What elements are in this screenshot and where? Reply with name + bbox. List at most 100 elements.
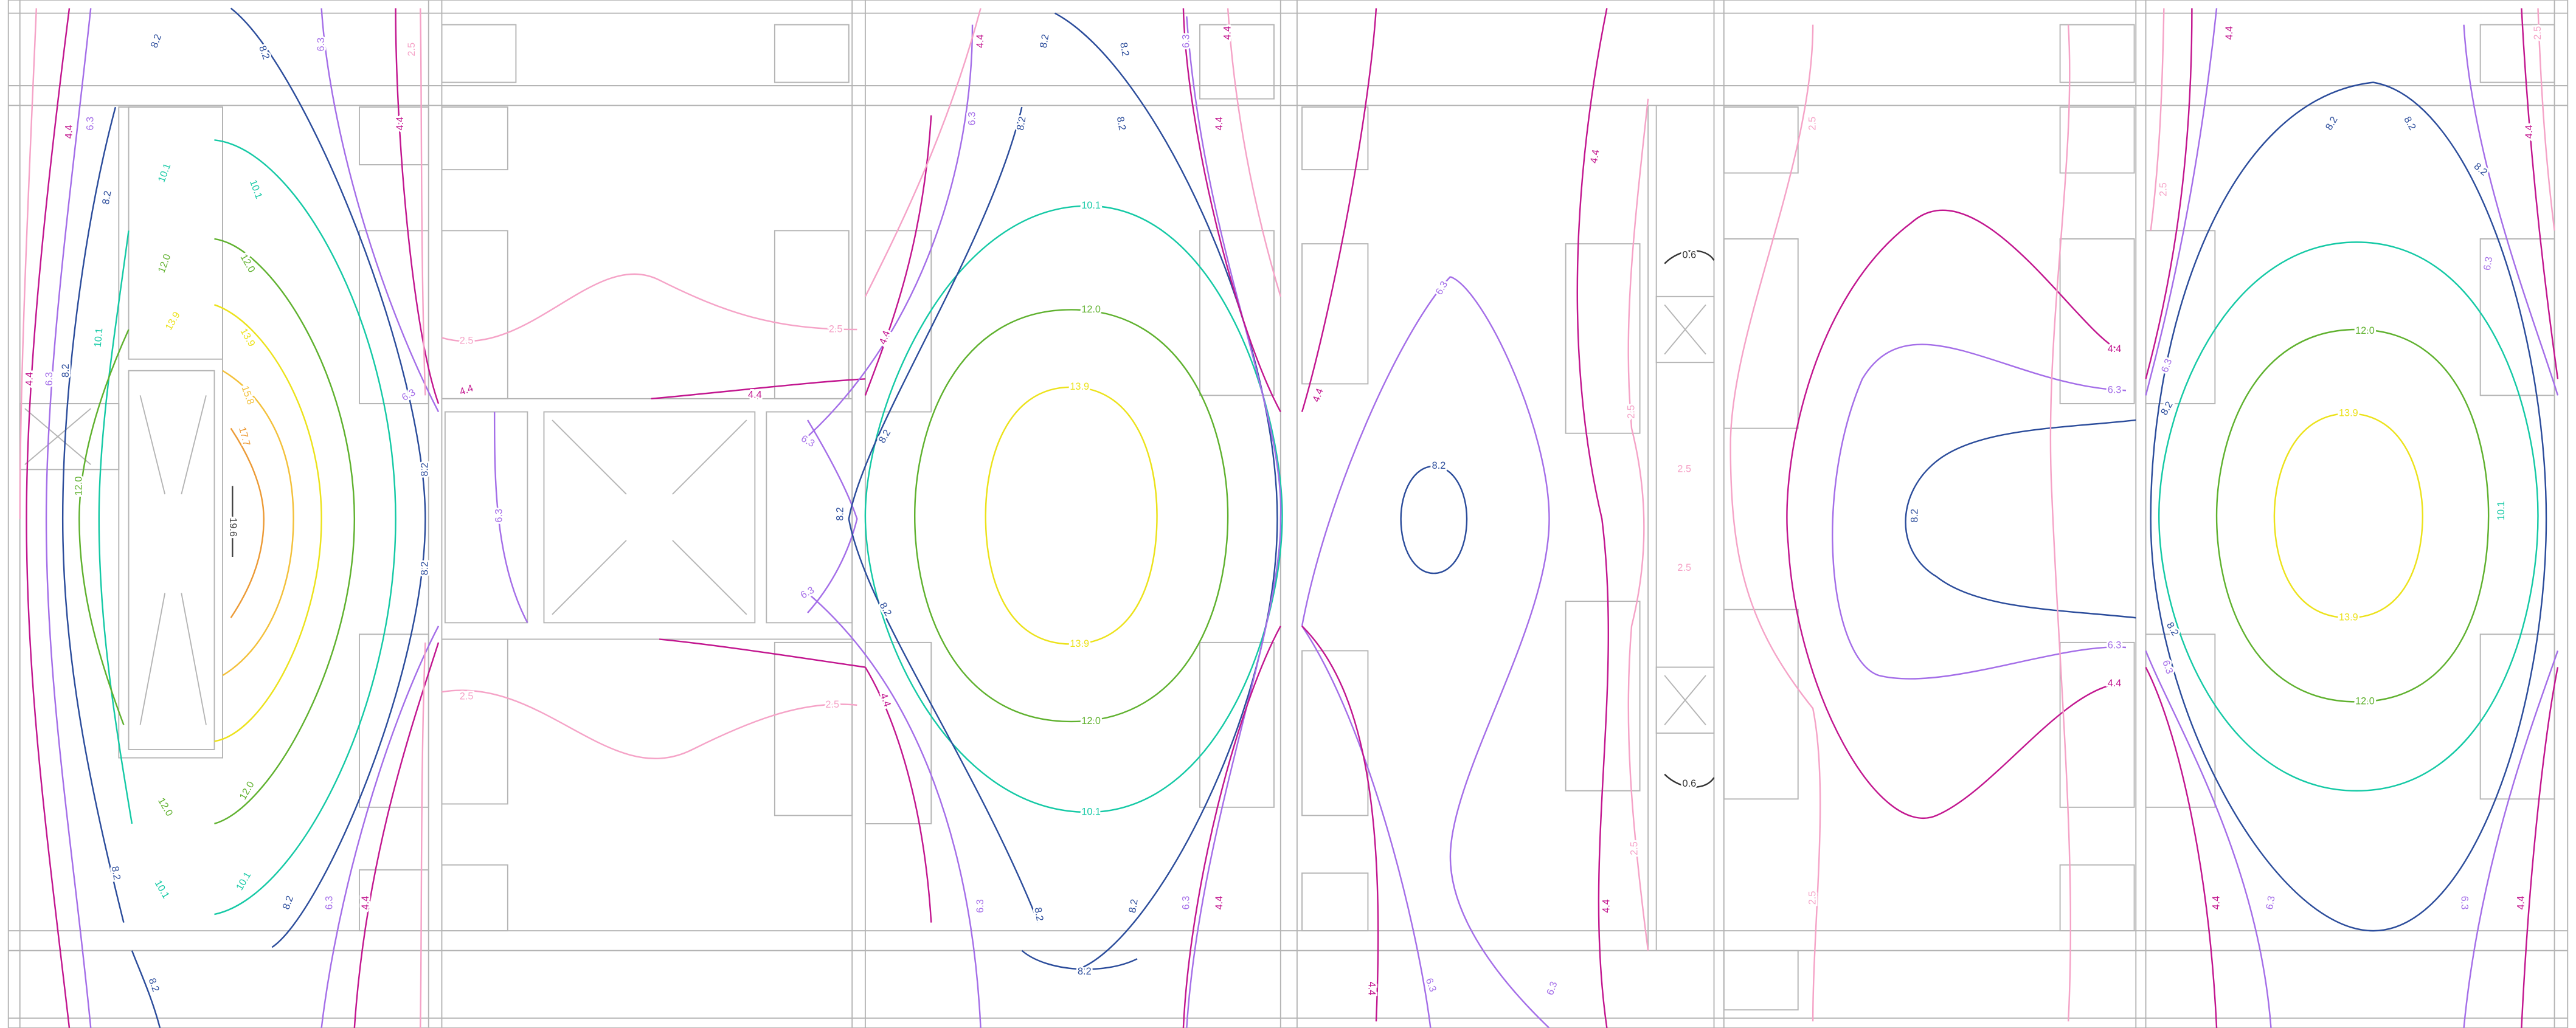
contour-label: 2.5 [460,335,474,346]
contour-label: 8.2 [1127,899,1140,914]
contour-label: 19.6 [227,517,238,537]
contour-label: 8.2 [1909,509,1920,523]
contour-line [1400,465,1468,574]
contour-label: 13.9 [1070,638,1089,649]
contour-label: 6.3 [2459,896,2470,910]
structure-line [7,0,2569,1028]
contour-label: 8.2 [1432,460,1446,471]
contour-label: 2.5 [2158,182,2169,196]
structure-line [441,24,517,83]
structure-line [766,411,853,624]
structure-line [1655,666,1715,734]
contour-line [230,427,265,618]
structure-line [19,402,120,471]
contour-label: 0.6 [1683,778,1697,789]
contour-line [2150,8,2165,231]
contour-line [19,8,38,519]
contour-label: 10.1 [1081,200,1101,211]
structure-line [139,395,166,495]
structure-line [444,411,528,624]
structure-line [359,106,429,165]
contour-label: 8.2 [1078,966,1092,977]
contour-line [131,950,161,1028]
structure-line [2479,238,2555,396]
contour-label: 4.4 [63,125,74,139]
contour-line [320,8,440,413]
structure-line [359,869,429,932]
contour-line [1576,8,1609,1028]
contour-label: 10.1 [92,328,105,348]
structure-line [1301,243,1369,385]
contour-label: 6.3 [2482,256,2495,271]
contour-label: 2.5 [1807,117,1818,131]
contour-label: 6.3 [2108,385,2122,396]
contour-label: 2.5 [1677,464,1691,475]
contour-line [1786,209,2118,819]
contour-label: 4.4 [2524,125,2535,139]
contour-line [1832,343,2127,680]
contour-label: 4.4 [360,896,371,910]
contour-label: 12.0 [2355,325,2375,336]
contour-line [985,386,1158,645]
contour-line [2145,666,2218,1028]
contour-line [2463,650,2559,1028]
structure-line [552,540,627,615]
contour-line [2049,24,2072,1022]
contour-line [419,8,426,396]
contour-label: 8.2 [1118,41,1131,57]
contour-line [848,106,1039,923]
contour-line [659,638,866,668]
contour-label: 8.2 [1032,906,1045,922]
contour-label: 6.3 [2108,640,2122,651]
contour-label: 4.4 [1588,149,1602,164]
contour-line [1301,276,1451,627]
contour-label: 2.5 [406,43,417,57]
contour-line [2463,24,2559,396]
contour-label: 12.0 [1081,304,1101,315]
contour-label: 2.5 [2532,26,2543,40]
contour-label: 8.2 [60,364,71,378]
contour-label: 2.5 [829,323,843,334]
structure-line [441,638,508,805]
structure-line [2059,641,2135,808]
contour-line [864,8,982,297]
contour-label: 12.0 [1081,716,1101,726]
contour-label: 12.0 [2355,696,2375,707]
contour-label: 8.2 [835,507,846,521]
contour-label: 6.3 [85,117,96,131]
contour-line [2273,412,2424,619]
contour-label: 6.3 [2264,895,2277,910]
contour-line [1186,519,1282,1028]
structure-line [672,419,747,495]
contour-line [2537,8,2555,231]
structure-line [1723,950,1799,1011]
contour-label: 6.3 [316,38,327,52]
structure-line [128,370,215,750]
structure-line [2479,633,2555,800]
contour-label: 4.4 [24,372,35,386]
structure-line [672,540,747,615]
structure-line [1301,872,1369,932]
structure-line [2479,24,2555,83]
structure-line [2059,238,2135,404]
contour-line [2150,81,2547,932]
contour-line [214,238,356,825]
contour-label: 6.3 [494,509,505,523]
contour-label: 8.2 [109,865,123,880]
contour-label: 8.2 [420,562,431,576]
contour-label: 4.4 [1601,899,1612,913]
contour-label: 6.3 [966,112,977,126]
structure-line [139,593,166,725]
contour-line [2521,8,2559,379]
contour-line [651,378,865,400]
contour-label: 13.9 [1070,381,1089,392]
contour-line [214,139,396,916]
contour-line [419,642,426,1028]
structure-line [441,864,508,932]
contour-line [1905,419,2136,619]
contour-line [230,7,426,948]
contour-line [493,412,528,623]
contour-label: 6.3 [44,372,55,386]
structure-line [2059,864,2135,932]
